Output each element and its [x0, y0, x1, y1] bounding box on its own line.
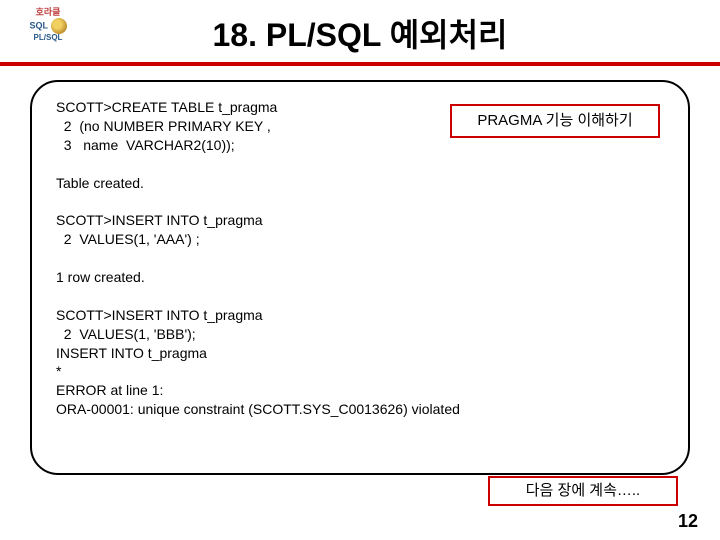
logo: 호라클 SQL PL/SQL — [18, 8, 78, 58]
title-underline — [0, 62, 720, 66]
logo-line1: 호라클 — [18, 8, 78, 18]
page-number: 12 — [678, 511, 698, 532]
code-block: SCOTT>CREATE TABLE t_pragma 2 (no NUMBER… — [56, 98, 664, 419]
page-title: 18. PL/SQL 예외처리 — [0, 0, 720, 62]
slide: 호라클 SQL PL/SQL 18. PL/SQL 예외처리 SCOTT>CRE… — [0, 0, 720, 540]
logo-line3: PL/SQL — [18, 34, 78, 43]
content-panel: SCOTT>CREATE TABLE t_pragma 2 (no NUMBER… — [30, 80, 690, 475]
logo-icon — [51, 18, 67, 34]
logo-row: SQL — [18, 18, 78, 34]
callout-continue: 다음 장에 계속….. — [488, 476, 678, 506]
logo-line2: SQL — [29, 20, 48, 30]
callout-pragma: PRAGMA 기능 이해하기 — [450, 104, 660, 138]
